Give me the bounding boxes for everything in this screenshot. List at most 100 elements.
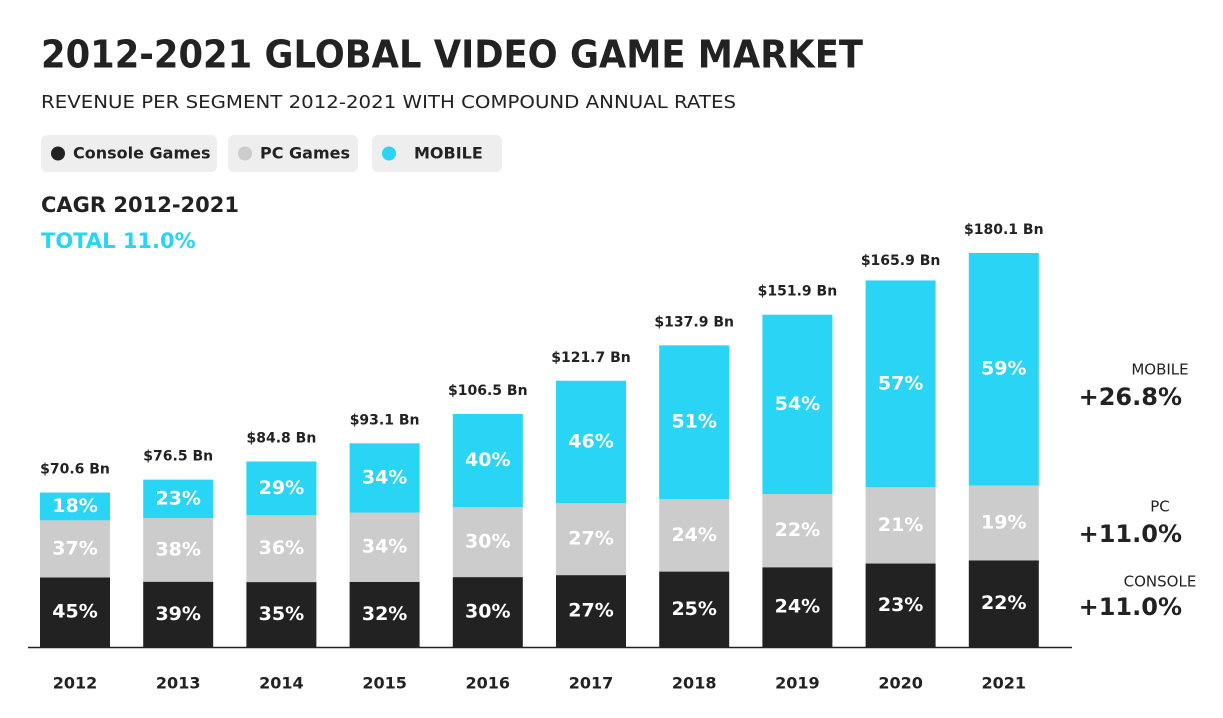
segment-label: 23%	[878, 594, 923, 616]
total-label: $151.9 Bn	[758, 284, 838, 300]
segment-label: 18%	[52, 495, 97, 517]
legend-swatch	[51, 146, 65, 161]
total-label: $137.9 Bn	[654, 314, 734, 330]
bar-segment	[968, 253, 1039, 486]
legend-label: Console Games	[73, 144, 211, 163]
bar-segment	[40, 520, 110, 578]
bar-segment	[659, 499, 730, 572]
x-tick-label: 2020	[878, 674, 923, 693]
segment-label: 22%	[981, 592, 1026, 614]
bar-segment	[762, 314, 833, 495]
segment-label: 38%	[155, 538, 200, 560]
legend-pill	[372, 135, 502, 172]
x-tick-label: 2018	[672, 674, 717, 693]
bar-segment	[143, 581, 214, 647]
bar-segment	[556, 380, 626, 504]
segment-label: 57%	[878, 372, 923, 394]
segment-label: 37%	[52, 537, 97, 559]
x-tick-label: 2014	[259, 674, 304, 693]
bar-segment	[968, 560, 1039, 647]
total-label: $70.6 Bn	[40, 462, 110, 478]
total-label: $121.7 Bn	[551, 350, 631, 366]
total-label: $76.5 Bn	[143, 449, 213, 465]
segment-label: 24%	[671, 524, 716, 546]
bar-segment	[40, 577, 110, 647]
total-label: $93.1 Bn	[350, 412, 420, 428]
bar-segment	[452, 507, 523, 578]
bar-segment	[40, 492, 110, 521]
segment-label: 36%	[259, 537, 304, 559]
segment-label: 45%	[52, 601, 97, 623]
cagr-title: CAGR 2012-2021	[41, 193, 239, 217]
segment-label: 24%	[775, 596, 820, 618]
annotation-segment: PC	[1150, 498, 1170, 516]
bar-segment	[143, 479, 214, 519]
bar-segment	[659, 571, 730, 647]
bar-segment	[865, 280, 936, 488]
x-tick-label: 2021	[982, 674, 1027, 693]
total-label: $84.8 Bn	[247, 430, 317, 446]
bar-segment	[659, 345, 730, 500]
segment-label: 23%	[155, 487, 200, 509]
segment-label: 19%	[981, 511, 1026, 533]
legend-swatch	[238, 146, 252, 161]
annotation-cagr: +11.0%	[1079, 593, 1182, 621]
bar-segment	[349, 443, 420, 513]
segment-label: 34%	[362, 466, 407, 488]
legend-swatch	[382, 146, 396, 161]
legend-label: MOBILE	[414, 144, 483, 163]
segment-label: 30%	[465, 531, 510, 553]
segment-label: 51%	[671, 411, 716, 433]
segment-label: 39%	[155, 603, 200, 625]
legend-pill	[41, 135, 217, 172]
annotation-cagr: +26.8%	[1079, 383, 1182, 411]
segment-label: 59%	[981, 358, 1026, 380]
total-label: $106.5 Bn	[448, 383, 528, 399]
segment-label: 27%	[568, 600, 613, 622]
bar-segment	[865, 563, 936, 647]
x-tick-label: 2019	[775, 674, 820, 693]
segment-label: 32%	[362, 603, 407, 625]
bar-segment	[865, 487, 936, 564]
legend-pill	[228, 135, 358, 172]
x-tick-label: 2016	[466, 674, 511, 693]
bar-segment	[246, 582, 317, 647]
total-label: $165.9 Bn	[861, 253, 941, 269]
segment-label: 46%	[568, 430, 613, 452]
x-tick-label: 2013	[156, 674, 201, 693]
bar-segment	[556, 503, 626, 576]
bar-segment	[349, 581, 420, 647]
total-label: $180.1 Bn	[964, 222, 1044, 238]
bar-segment	[143, 518, 214, 582]
bar-segment	[762, 567, 833, 647]
segment-label: 29%	[259, 477, 304, 499]
legend-label: PC Games	[260, 144, 350, 163]
chart-title: 2012-2021 GLOBAL VIDEO GAME MARKET	[41, 33, 863, 77]
segment-label: 35%	[259, 603, 304, 625]
segment-label: 40%	[465, 449, 510, 471]
chart-subtitle: REVENUE PER SEGMENT 2012-2021 WITH COMPO…	[41, 92, 736, 113]
x-tick-label: 2015	[362, 674, 407, 693]
annotation-segment: MOBILE	[1131, 361, 1188, 379]
bar-segment	[452, 414, 523, 508]
bar-segment	[349, 512, 420, 582]
segment-label: 25%	[671, 598, 716, 620]
bar-segment	[968, 485, 1039, 561]
annotation-segment: CONSOLE	[1124, 573, 1197, 591]
bar-segment	[762, 494, 833, 568]
segment-label: 21%	[878, 514, 923, 536]
bar-segment	[556, 575, 626, 647]
segment-label: 54%	[775, 393, 820, 415]
segment-label: 30%	[465, 601, 510, 623]
x-tick-label: 2012	[53, 674, 98, 693]
bar-segment	[246, 515, 317, 583]
cagr-total: TOTAL 11.0%	[41, 229, 196, 253]
segment-label: 22%	[775, 519, 820, 541]
annotation-cagr: +11.0%	[1079, 520, 1182, 548]
x-tick-label: 2017	[569, 674, 614, 693]
segment-label: 34%	[362, 536, 407, 558]
segment-label: 27%	[568, 528, 613, 550]
bar-segment	[452, 577, 523, 647]
